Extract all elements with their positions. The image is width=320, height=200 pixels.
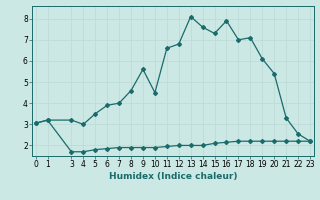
X-axis label: Humidex (Indice chaleur): Humidex (Indice chaleur)	[108, 172, 237, 181]
